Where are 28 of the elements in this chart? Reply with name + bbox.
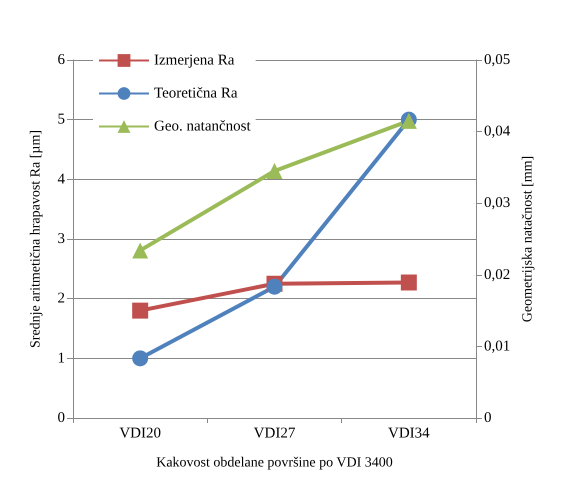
- y-tick-label: 3: [58, 231, 65, 247]
- y-tick-label: 2: [58, 290, 65, 307]
- y2-tick-label: 0: [484, 410, 492, 426]
- y2-tick-label: 0,05: [484, 52, 510, 68]
- x-tick-label: VDI34: [388, 426, 430, 442]
- y-axis-title: Srednje aritmetična hrapavost Ra [µm]: [28, 130, 44, 348]
- y-tick-label: 0: [58, 410, 65, 426]
- point: [266, 162, 282, 179]
- y-tick-label: 4: [58, 171, 66, 188]
- y-tick-label: 1: [58, 350, 65, 366]
- point: [132, 242, 148, 258]
- y-tick-label: 6: [58, 52, 66, 68]
- y-tick-label: 5: [58, 112, 65, 128]
- y2-tick-label: 0,03: [484, 195, 510, 212]
- x-tick-label: VDI20: [119, 426, 162, 442]
- legend-label: Geo. natančnost: [154, 118, 252, 134]
- y2-tick-label: 0,02: [484, 266, 510, 283]
- legend-label: Teoretična Ra: [154, 86, 238, 102]
- y2-tick-label: 0,04: [484, 124, 511, 140]
- y2-axis-title: Geometrijska natačnost [mm]: [520, 156, 536, 322]
- y2-tick-label: 0,01: [484, 338, 510, 354]
- point: [132, 302, 148, 319]
- x-axis-title: Kakovost obdelane površine po VDI 3400: [156, 456, 393, 470]
- point: [132, 350, 148, 366]
- point: [400, 274, 417, 291]
- x-tick-label: VDI27: [254, 426, 296, 442]
- legend-label: Izmerjena Ra: [154, 52, 235, 68]
- point: [266, 278, 282, 295]
